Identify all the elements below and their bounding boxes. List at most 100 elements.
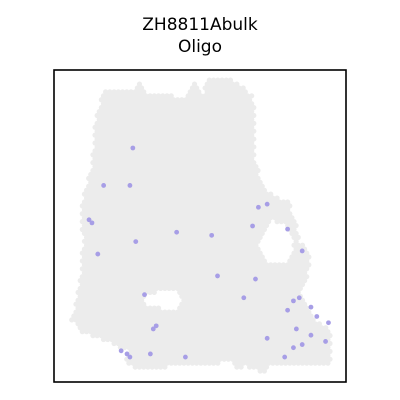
tissue-spot [295, 234, 301, 240]
tissue-spot [268, 348, 274, 354]
tissue-spot [162, 317, 168, 323]
tissue-spot [200, 167, 206, 174]
tissue-spot [143, 250, 149, 256]
tissue-spot [206, 187, 212, 193]
tissue-spot [73, 301, 79, 307]
tissue-spot [198, 187, 204, 193]
tissue-spot [204, 317, 210, 323]
tissue-spot [105, 289, 111, 295]
tissue-spot [196, 301, 202, 307]
tissue-spot [111, 222, 117, 229]
tissue-spot [83, 329, 90, 335]
tissue-spot [194, 242, 200, 248]
tissue-spot [100, 187, 107, 193]
tissue-spot [227, 250, 234, 256]
tissue-spot [155, 156, 162, 162]
tissue-spot [242, 262, 248, 268]
tissue-spot [79, 266, 85, 272]
tissue-spot [244, 242, 251, 248]
tissue-spot [289, 309, 295, 315]
tissue-spot [232, 203, 238, 209]
tissue-spot [149, 317, 155, 323]
tissue-spot [124, 144, 130, 150]
tissue-spot [263, 340, 270, 347]
tissue-spot [149, 222, 155, 229]
tissue-spot [170, 112, 176, 119]
tissue-spot [244, 281, 251, 288]
tissue-spot [259, 364, 265, 370]
tissue-spot [194, 297, 200, 303]
tissue-spot [94, 222, 100, 229]
tissue-spot [158, 246, 164, 252]
tissue-spot [81, 270, 88, 276]
tissue-spot [215, 242, 221, 248]
tissue-spot [172, 211, 179, 217]
tissue-spot [117, 329, 124, 335]
tissue-spot [155, 250, 162, 256]
tissue-spot [151, 116, 157, 123]
tissue-spot [181, 203, 187, 209]
tissue-spot [255, 340, 261, 347]
tissue-spot [181, 344, 187, 351]
tissue-spot [215, 93, 221, 99]
tissue-spot [227, 344, 234, 351]
tissue-spot [160, 101, 166, 107]
tissue-spot [126, 164, 132, 170]
highlighted-spot [150, 326, 156, 332]
tissue-spot [204, 97, 210, 103]
tissue-spot [183, 136, 189, 142]
tissue-spot [310, 348, 316, 354]
tissue-spot [255, 309, 261, 315]
tissue-spot [210, 281, 217, 288]
tissue-spot [141, 348, 147, 354]
tissue-spot [136, 317, 143, 323]
tissue-spot [312, 329, 318, 335]
tissue-spot [210, 108, 217, 115]
tissue-spot [83, 226, 90, 233]
tissue-spot [164, 360, 170, 366]
tissue-spot [153, 230, 160, 237]
tissue-spot [297, 285, 303, 292]
tissue-spot [196, 309, 202, 315]
highlighted-spot [299, 248, 305, 254]
tissue-spot [270, 344, 276, 351]
tissue-spot [246, 238, 253, 244]
tissue-spot [314, 340, 320, 347]
tissue-spot [162, 309, 168, 315]
tissue-spot [240, 305, 246, 311]
tissue-spot [230, 112, 236, 119]
tissue-spot [90, 215, 96, 221]
tissue-spot [141, 278, 147, 284]
tissue-spot [210, 266, 217, 272]
tissue-spot [132, 309, 138, 315]
tissue-spot [168, 211, 174, 217]
tissue-spot [255, 246, 261, 252]
tissue-spot [249, 132, 255, 138]
tissue-spot [251, 167, 257, 174]
tissue-spot [219, 219, 225, 225]
tissue-spot [117, 313, 124, 319]
tissue-spot [145, 317, 151, 323]
tissue-spot [134, 187, 140, 193]
tissue-spot [217, 317, 223, 323]
tissue-spot [196, 262, 202, 268]
tissue-spot [158, 199, 164, 205]
tissue-spot [280, 317, 287, 323]
tissue-spot [172, 321, 179, 327]
tissue-spot [219, 171, 225, 178]
tissue-spot [223, 258, 229, 264]
tissue-spot [128, 207, 134, 213]
tissue-spot [162, 254, 168, 260]
tissue-spot [98, 128, 104, 134]
tissue-spot [162, 278, 168, 284]
tissue-spot [221, 222, 227, 229]
tissue-spot [204, 152, 210, 158]
highlighted-spot [89, 220, 95, 226]
tissue-spot [213, 293, 219, 299]
tissue-spot [194, 148, 200, 154]
tissue-spot [251, 325, 257, 331]
tissue-spot [259, 333, 265, 339]
tissue-spot [113, 124, 119, 130]
tissue-spot [278, 274, 284, 280]
tissue-spot [215, 258, 221, 264]
